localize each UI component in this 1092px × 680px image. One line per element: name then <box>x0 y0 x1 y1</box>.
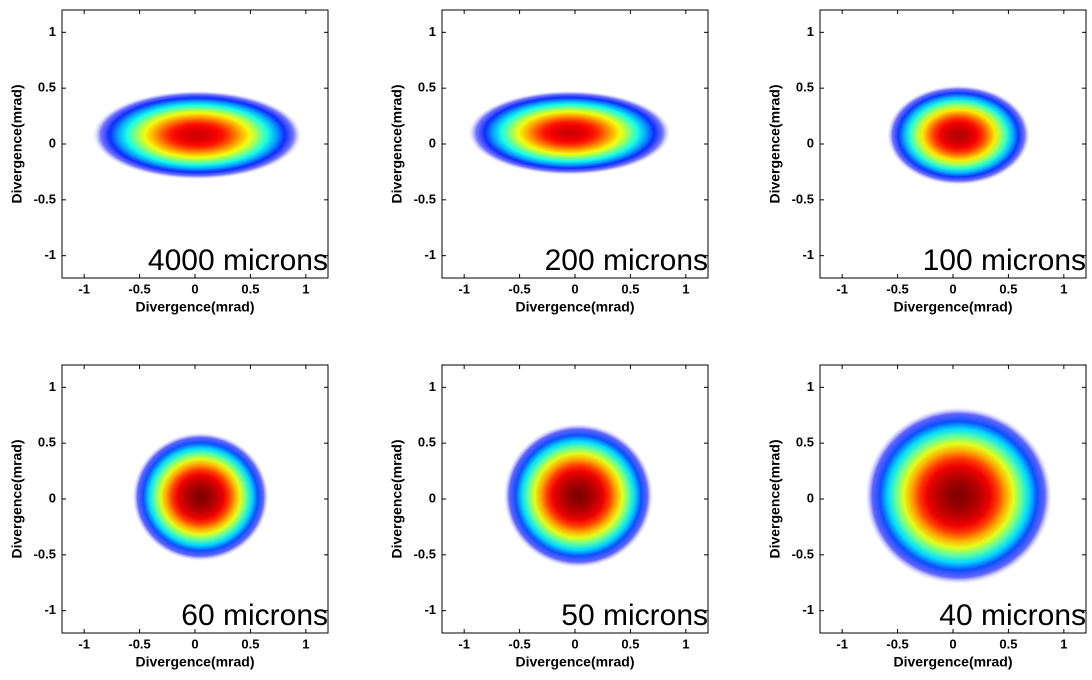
x-tick-label: -1 <box>78 281 90 296</box>
panel: -1 -0.5 0 0.5 1 -1 -0.5 0 0.5 1 Divergence(mrad) Di… <box>389 9 709 315</box>
y-tick-label: -0.5 <box>792 546 814 561</box>
y-tick-label: 0 <box>429 135 436 150</box>
y-tick-label: 0.5 <box>418 80 436 95</box>
y-tick-label: 0.5 <box>796 80 814 95</box>
annotation: 50 microns <box>561 599 708 632</box>
x-tick-label: -0.5 <box>508 281 530 296</box>
annotation: 100 microns <box>923 244 1086 277</box>
y-tick-label: -1 <box>44 247 56 262</box>
x-tick-label: 0.5 <box>621 281 639 296</box>
y-tick-label: 0 <box>807 135 814 150</box>
y-tick-label: 0.5 <box>796 435 814 450</box>
y-axis-label: Divergence(mrad) <box>9 439 25 558</box>
y-tick-label: -1 <box>424 247 436 262</box>
x-tick-label: 1 <box>302 281 309 296</box>
beam-spot <box>91 90 303 180</box>
beam-spot <box>864 406 1053 585</box>
y-tick-label: -0.5 <box>414 546 436 561</box>
x-tick-label: -0.5 <box>508 636 530 651</box>
x-tick-label: 0.5 <box>241 281 259 296</box>
y-tick-label: 0 <box>429 490 436 505</box>
beam-spot <box>131 432 270 562</box>
x-tick-label: -1 <box>78 636 90 651</box>
x-tick-label: -1 <box>458 636 470 651</box>
y-axis-label: Divergence(mrad) <box>767 439 783 558</box>
x-tick-label: -1 <box>458 281 470 296</box>
x-tick-label: 1 <box>1060 281 1067 296</box>
y-tick-label: -0.5 <box>34 546 56 561</box>
y-tick-label: -0.5 <box>792 191 814 206</box>
annotation: 200 microns <box>545 244 708 277</box>
beam-spot <box>886 84 1031 186</box>
x-tick-label: -1 <box>836 281 848 296</box>
y-tick-label: -1 <box>802 602 814 617</box>
x-tick-label: 0.5 <box>999 636 1017 651</box>
x-axis-label: Divergence(mrad) <box>515 654 634 670</box>
x-axis-label: Divergence(mrad) <box>135 299 254 315</box>
y-tick-label: 0 <box>49 135 56 150</box>
x-tick-label: -0.5 <box>886 636 908 651</box>
x-axis-label: Divergence(mrad) <box>893 299 1012 315</box>
y-tick-label: 0 <box>807 490 814 505</box>
x-tick-label: 0 <box>191 281 198 296</box>
y-tick-label: 1 <box>49 379 56 394</box>
y-axis-label: Divergence(mrad) <box>389 84 405 203</box>
y-axis-label: Divergence(mrad) <box>9 84 25 203</box>
y-tick-label: 1 <box>807 24 814 39</box>
x-tick-label: 0.5 <box>999 281 1017 296</box>
panel: -1 -0.5 0 0.5 1 -1 -0.5 0 0.5 1 Divergence(mrad) Di… <box>767 9 1087 315</box>
y-tick-label: 1 <box>807 379 814 394</box>
x-tick-label: -0.5 <box>128 636 150 651</box>
x-tick-label: -0.5 <box>886 281 908 296</box>
panel: -1 -0.5 0 0.5 1 -1 -0.5 0 0.5 1 Divergence(mrad) Di… <box>9 364 329 670</box>
x-axis-label: Divergence(mrad) <box>135 654 254 670</box>
annotation: 40 microns <box>939 599 1086 632</box>
x-tick-label: 1 <box>302 636 309 651</box>
y-tick-label: 1 <box>429 24 436 39</box>
x-tick-label: 0 <box>949 281 956 296</box>
x-tick-label: 1 <box>1060 636 1067 651</box>
x-tick-label: -0.5 <box>128 281 150 296</box>
annotation: 60 microns <box>181 599 328 632</box>
y-tick-label: 0.5 <box>38 80 56 95</box>
x-axis-label: Divergence(mrad) <box>893 654 1012 670</box>
x-tick-label: 0 <box>571 636 578 651</box>
y-tick-label: -1 <box>802 247 814 262</box>
x-tick-label: 0.5 <box>241 636 259 651</box>
x-tick-label: 0.5 <box>621 636 639 651</box>
y-tick-label: 1 <box>429 379 436 394</box>
panel: -1 -0.5 0 0.5 1 -1 -0.5 0 0.5 1 Divergence(mrad) Di… <box>9 9 329 315</box>
y-tick-label: 1 <box>49 24 56 39</box>
y-axis-label: Divergence(mrad) <box>389 439 405 558</box>
beam-spot <box>467 90 672 176</box>
x-tick-label: -1 <box>836 636 848 651</box>
y-tick-label: 0.5 <box>38 435 56 450</box>
x-tick-label: 1 <box>682 281 689 296</box>
annotation: 4000 microns <box>148 244 328 277</box>
panel: -1 -0.5 0 0.5 1 -1 -0.5 0 0.5 1 Divergence(mrad) Di… <box>767 364 1087 670</box>
y-tick-label: -1 <box>44 602 56 617</box>
x-tick-label: 0 <box>949 636 956 651</box>
y-tick-label: -1 <box>424 602 436 617</box>
x-axis-label: Divergence(mrad) <box>515 299 634 315</box>
y-tick-label: -0.5 <box>414 191 436 206</box>
x-tick-label: 0 <box>191 636 198 651</box>
y-tick-label: 0.5 <box>418 435 436 450</box>
y-tick-label: -0.5 <box>34 191 56 206</box>
x-tick-label: 1 <box>682 636 689 651</box>
y-tick-label: 0 <box>49 490 56 505</box>
y-axis-label: Divergence(mrad) <box>767 84 783 203</box>
beam-spot <box>502 423 654 569</box>
x-tick-label: 0 <box>571 281 578 296</box>
panel: -1 -0.5 0 0.5 1 -1 -0.5 0 0.5 1 Divergence(mrad) Di… <box>389 364 709 670</box>
